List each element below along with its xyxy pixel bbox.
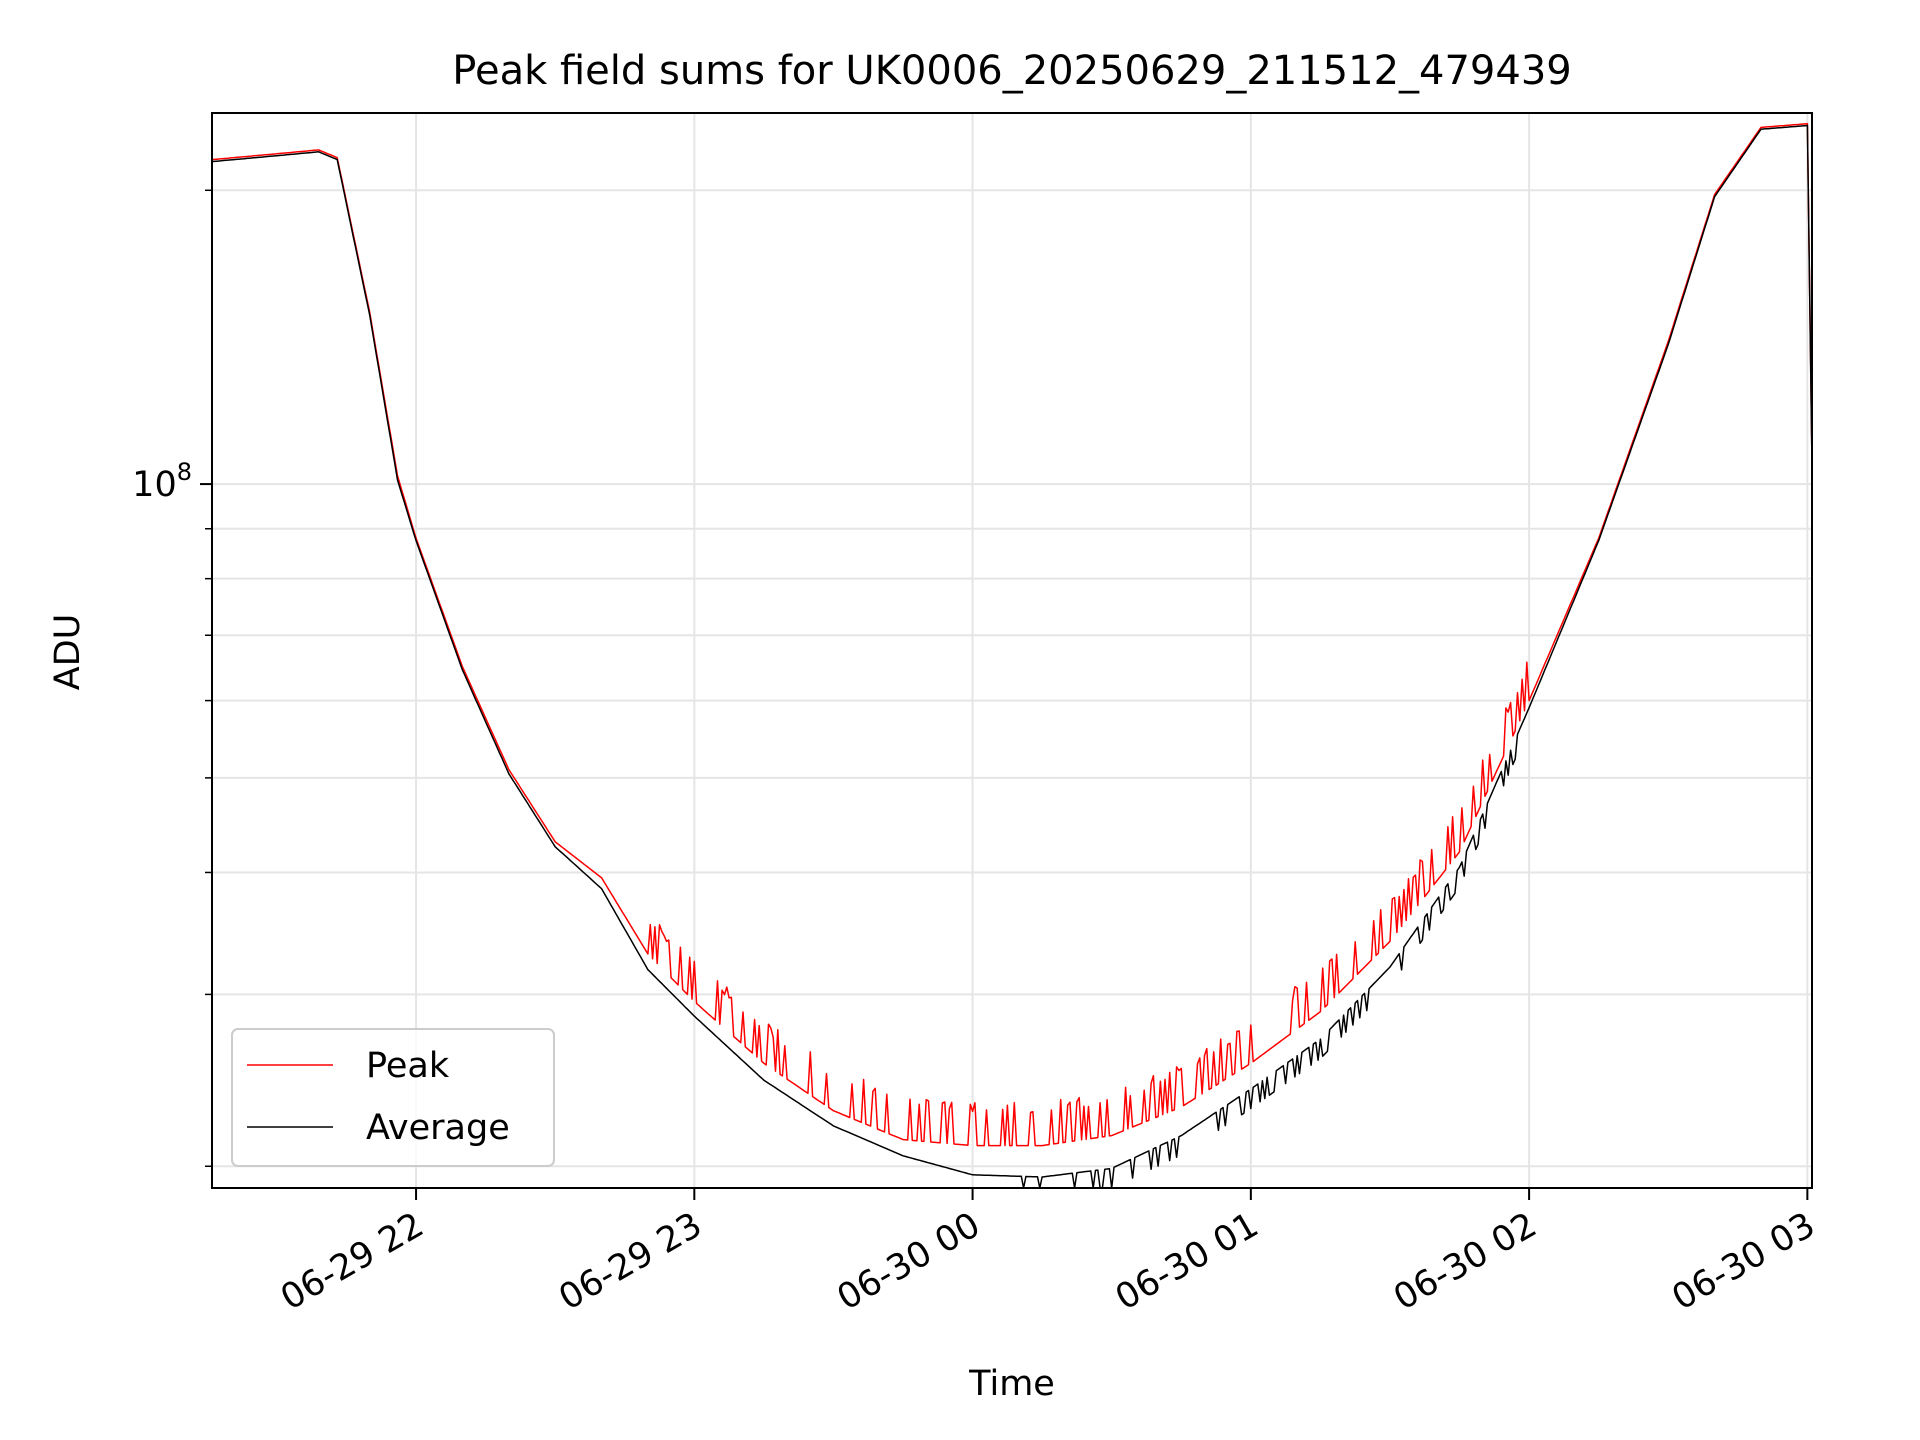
y-tick-label-0: 108 [132,458,192,505]
chart-title: Peak field sums for UK0006_20250629_2115… [452,48,1571,94]
y-tick-label-exponent: 8 [177,458,192,486]
series-line-average [211,124,1813,1189]
y-axis-label: ADU [48,614,88,691]
legend-box [231,1028,555,1167]
plot-area-frame [211,112,1813,1189]
y-axis-ticks: 108 [132,189,212,1168]
legend-label-average: Average [366,1108,510,1148]
x-axis-label: Time [968,1364,1055,1404]
legend: Peak Average [231,1028,555,1167]
y-tick-label-base: 10 [132,465,177,505]
series-line-peak [211,122,1813,1147]
legend-label-peak: Peak [366,1046,450,1086]
series-layer [211,122,1813,1189]
